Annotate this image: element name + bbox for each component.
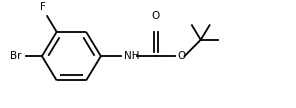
- Text: Br: Br: [10, 51, 21, 61]
- Text: O: O: [178, 51, 186, 61]
- Text: O: O: [152, 11, 160, 21]
- Text: NH: NH: [123, 51, 139, 61]
- Text: F: F: [40, 2, 46, 12]
